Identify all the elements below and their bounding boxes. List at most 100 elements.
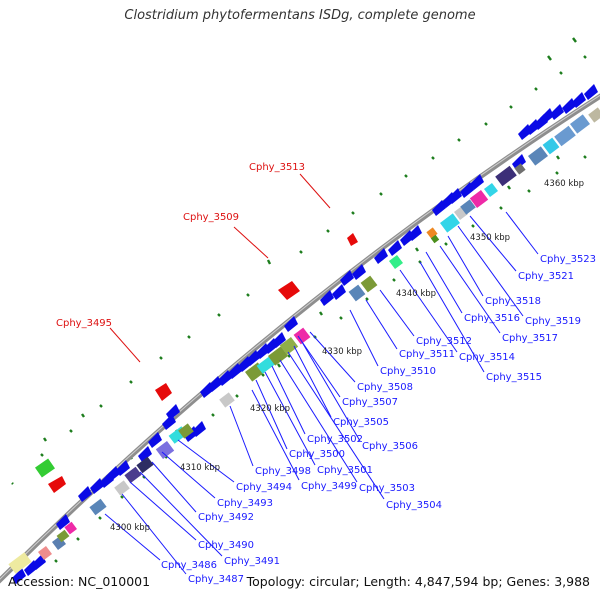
reverse-strand-genes: [48, 233, 358, 493]
leader-line: [121, 493, 187, 575]
leader-line: [447, 235, 484, 297]
gene-label[interactable]: Cphy_3511: [399, 349, 455, 360]
gene-label[interactable]: Cphy_3509: [183, 212, 239, 223]
gene-label[interactable]: Cphy_3486: [161, 560, 217, 571]
gene-box-olive: [178, 423, 194, 439]
gene-label[interactable]: Cphy_3519: [525, 316, 581, 327]
gene-box-lightgray: [219, 392, 235, 408]
leader-line: [151, 461, 197, 513]
leader-line: [457, 225, 524, 317]
gene-label[interactable]: Cphy_3491: [224, 556, 280, 567]
leader-line: [365, 299, 398, 350]
gene-label[interactable]: Cphy_3517: [502, 333, 558, 344]
accession-text: Accession: NC_010001: [8, 574, 151, 589]
gene-label[interactable]: Cphy_3499: [301, 481, 357, 492]
gene-label[interactable]: Cphy_3498: [255, 466, 311, 477]
gene-label[interactable]: Cphy_3500: [289, 449, 345, 460]
gene-arrow-blue: [32, 554, 46, 570]
gene-label[interactable]: Cphy_3516: [464, 313, 520, 324]
genome-backbone-highlight: [0, 94, 600, 580]
gene-arrow-red: [48, 476, 66, 493]
leader-line: [104, 513, 161, 561]
gene-arrow-blue: [340, 270, 354, 286]
leader-line: [297, 335, 341, 398]
gene-box-olive: [279, 336, 299, 356]
gene-label[interactable]: Cphy_3518: [485, 296, 541, 307]
gene-label[interactable]: Cphy_3494: [236, 482, 292, 493]
gene-label[interactable]: Cphy_3512: [416, 336, 472, 347]
gene-label[interactable]: Cphy_3515: [486, 372, 542, 383]
gene-label[interactable]: Cphy_3513: [249, 162, 305, 173]
gene-label[interactable]: Cphy_3495: [56, 318, 112, 329]
gene-arrow-blue: [460, 182, 474, 198]
gene-box-cyan: [542, 137, 560, 155]
leader-line: [229, 405, 254, 467]
map-title: Clostridium phytofermentans ISDg, comple…: [124, 8, 476, 23]
gene-box-steel: [554, 125, 576, 147]
leader-line: [129, 481, 197, 541]
scale-label: 4320 kbp: [250, 404, 290, 414]
leader-line: [177, 439, 235, 483]
gene-label[interactable]: Cphy_3490: [198, 540, 254, 551]
label-leader-lines: [104, 173, 539, 575]
leader-line: [419, 261, 485, 373]
leader-line: [255, 379, 288, 450]
gene-label[interactable]: Cphy_3508: [357, 382, 413, 393]
gene-arrow-blue: [388, 240, 402, 256]
gene-label[interactable]: Cphy_3514: [459, 352, 515, 363]
gene-label[interactable]: Cphy_3493: [217, 498, 273, 509]
gene-arrow-red: [347, 233, 358, 246]
leader-line: [139, 471, 223, 557]
gene-box-magenta: [64, 521, 78, 535]
gene-box-cyan: [440, 213, 460, 233]
gene-box-steel: [89, 498, 107, 516]
gene-box-magenta: [469, 189, 489, 209]
scale-label: 4350 kbp: [470, 233, 510, 243]
leader-line: [161, 451, 216, 499]
gene-label[interactable]: Cphy_3523: [540, 254, 596, 265]
gene-arrow-blue: [56, 514, 70, 530]
gene-arrow-blue: [78, 486, 92, 502]
gene-box-gray: [588, 107, 600, 123]
gene-label[interactable]: Cphy_3521: [518, 271, 574, 282]
leader-line: [469, 215, 517, 272]
leader-line: [293, 345, 332, 418]
gene-label[interactable]: Cphy_3503: [359, 483, 415, 494]
leader-line: [301, 341, 361, 442]
leader-line: [233, 226, 269, 259]
gene-label[interactable]: Cphy_3487: [188, 574, 244, 585]
gene-arrow-red: [155, 383, 172, 401]
gene-arrow-blue: [470, 174, 484, 190]
gene-label[interactable]: Cphy_3504: [386, 500, 442, 511]
gene-box-olive: [430, 234, 440, 244]
gene-label[interactable]: Cphy_3502: [307, 434, 363, 445]
gene-box-navy: [495, 165, 517, 187]
gene-box-cyan: [256, 356, 276, 374]
gene-label[interactable]: Cphy_3501: [317, 465, 373, 476]
gene-box-olive: [514, 163, 526, 175]
leader-line: [505, 211, 539, 255]
gene-label[interactable]: Cphy_3510: [380, 366, 436, 377]
leader-line: [287, 351, 385, 500]
gene-box-steel: [348, 284, 366, 302]
gene-box-pink: [37, 545, 53, 561]
gene-box-yellow: [8, 552, 32, 574]
gene-box-navy: [136, 456, 154, 474]
gene-label[interactable]: Cphy_3505: [333, 417, 389, 428]
gene-box-purple: [155, 440, 175, 460]
leader-line: [264, 371, 316, 466]
gene-label[interactable]: Cphy_3506: [362, 441, 418, 452]
scale-label: 4310 kbp: [180, 463, 220, 473]
gene-box-green: [35, 458, 55, 478]
leader-line: [251, 389, 300, 481]
gene-label[interactable]: Cphy_3507: [342, 397, 398, 408]
gene-arrow-blue: [116, 460, 130, 476]
gene-arrow-blue: [320, 290, 334, 306]
leader-line: [109, 327, 141, 363]
gene-arrow-blue: [228, 363, 242, 379]
gene-label[interactable]: Cphy_3492: [198, 512, 254, 523]
gene-box-lightgray: [114, 480, 130, 496]
gene-arrow-blue: [572, 92, 586, 108]
gene-arrow-blue: [332, 284, 346, 300]
